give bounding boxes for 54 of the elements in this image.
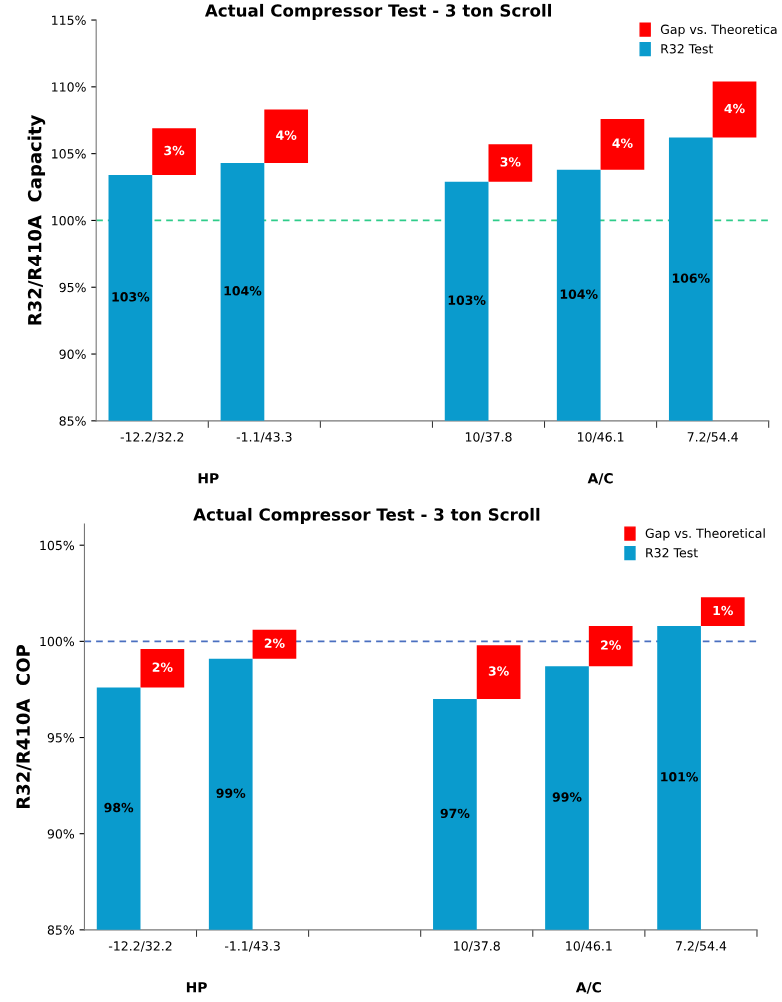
- legend-label: R32 Test: [646, 548, 698, 558]
- text: A/C: [575, 982, 601, 994]
- data-label: 103%: [448, 295, 486, 305]
- legend-label: Gap vs. Theoretical: [645, 528, 765, 541]
- y-tick-label: 85%: [47, 925, 75, 935]
- data-label: 104%: [560, 289, 598, 299]
- x-tick-label: -12.2/32.2: [108, 941, 172, 952]
- data-label: 104%: [224, 286, 262, 296]
- x-tick-label: 10/37.8: [454, 941, 500, 952]
- x-tick-label: 10/37.8: [465, 432, 512, 443]
- chart-title: Actual Compressor Test - 3 ton Scroll: [193, 507, 540, 525]
- y-axis-title: R32/R410A COP: [16, 644, 32, 809]
- data-label: 103%: [112, 292, 150, 302]
- y-tick-label: 85%: [59, 416, 86, 426]
- data-label: 106%: [672, 273, 710, 283]
- y-tick-label: 100%: [52, 215, 86, 226]
- data-label: 3%: [488, 666, 509, 676]
- x-tick-label: 10/46.1: [566, 941, 612, 952]
- y-tick-label: 95%: [59, 282, 86, 293]
- text: A/C: [587, 473, 613, 485]
- x-tick-label: -12.2/32.2: [120, 432, 184, 443]
- x-tick-label: -1.1/43.3: [224, 941, 280, 952]
- data-label: 99%: [216, 788, 246, 798]
- data-label: 101%: [661, 772, 698, 782]
- text: HP: [198, 473, 219, 484]
- data-label: 98%: [104, 802, 134, 813]
- data-label: 4%: [276, 130, 297, 140]
- y-tick-label: 110%: [52, 82, 86, 92]
- data-label: 2%: [152, 662, 173, 672]
- text: HP: [186, 982, 207, 993]
- data-label: 4%: [612, 138, 633, 148]
- y-axis-title: R32/R410A Capacity: [27, 114, 46, 325]
- y-tick-label: 105%: [40, 540, 75, 551]
- data-label: 2%: [601, 640, 621, 650]
- x-tick-label: 7.2/54.4: [687, 432, 738, 443]
- x-tick-label: 10/46.1: [577, 432, 624, 443]
- y-tick-label: 115%: [52, 15, 86, 25]
- chart-title: Actual Compressor Test - 3 ton Scroll: [204, 3, 552, 21]
- data-label: 2%: [264, 638, 285, 648]
- y-tick-label: 100%: [40, 636, 75, 647]
- data-label: 3%: [500, 157, 521, 167]
- y-tick-label: 90%: [59, 349, 86, 359]
- legend-label: Gap vs. Theoretica: [660, 24, 777, 37]
- y-tick-label: 105%: [52, 149, 86, 159]
- data-label: 4%: [724, 103, 745, 114]
- y-tick-label: 95%: [47, 733, 75, 743]
- legend-label: R32 Test: [661, 44, 714, 54]
- data-label: 1%: [713, 605, 733, 616]
- data-label: 3%: [164, 145, 185, 156]
- x-tick-label: 7.2/54.4: [676, 941, 727, 952]
- data-label: 99%: [552, 792, 582, 802]
- data-label: 97%: [440, 808, 470, 819]
- y-tick-label: 90%: [47, 829, 75, 839]
- x-tick-label: -1.1/43.3: [236, 432, 292, 443]
